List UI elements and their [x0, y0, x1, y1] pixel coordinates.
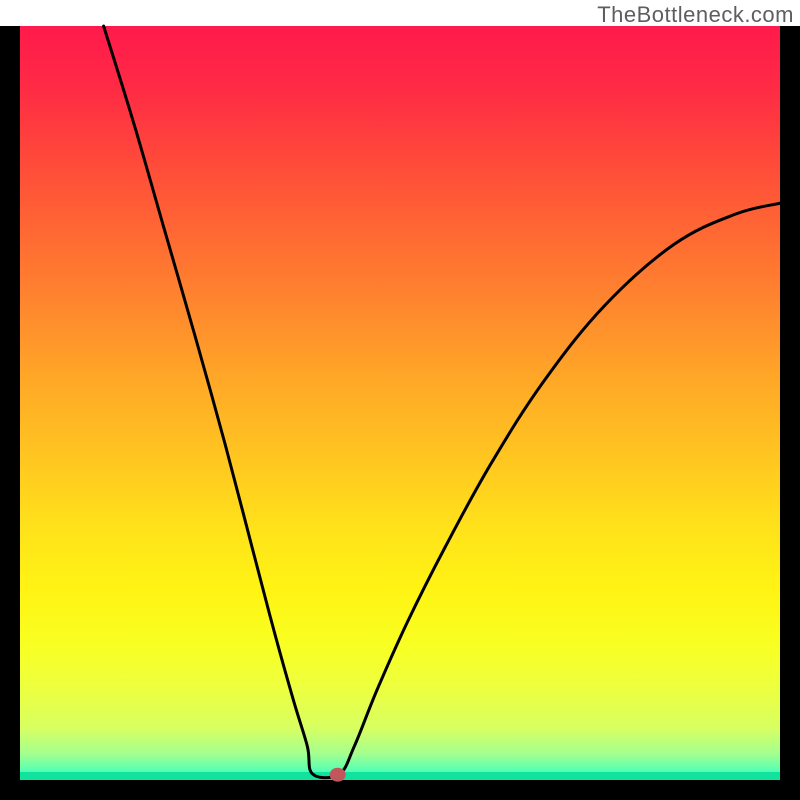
watermark-text: TheBottleneck.com — [597, 0, 800, 28]
bottleneck-curve — [104, 26, 780, 778]
bottleneck-chart: { "canvas": { "width": 800, "height": 80… — [0, 0, 800, 800]
plot-area — [20, 26, 780, 780]
curve-layer — [20, 26, 780, 780]
plot-frame — [0, 26, 800, 800]
optimum-marker — [330, 768, 346, 782]
